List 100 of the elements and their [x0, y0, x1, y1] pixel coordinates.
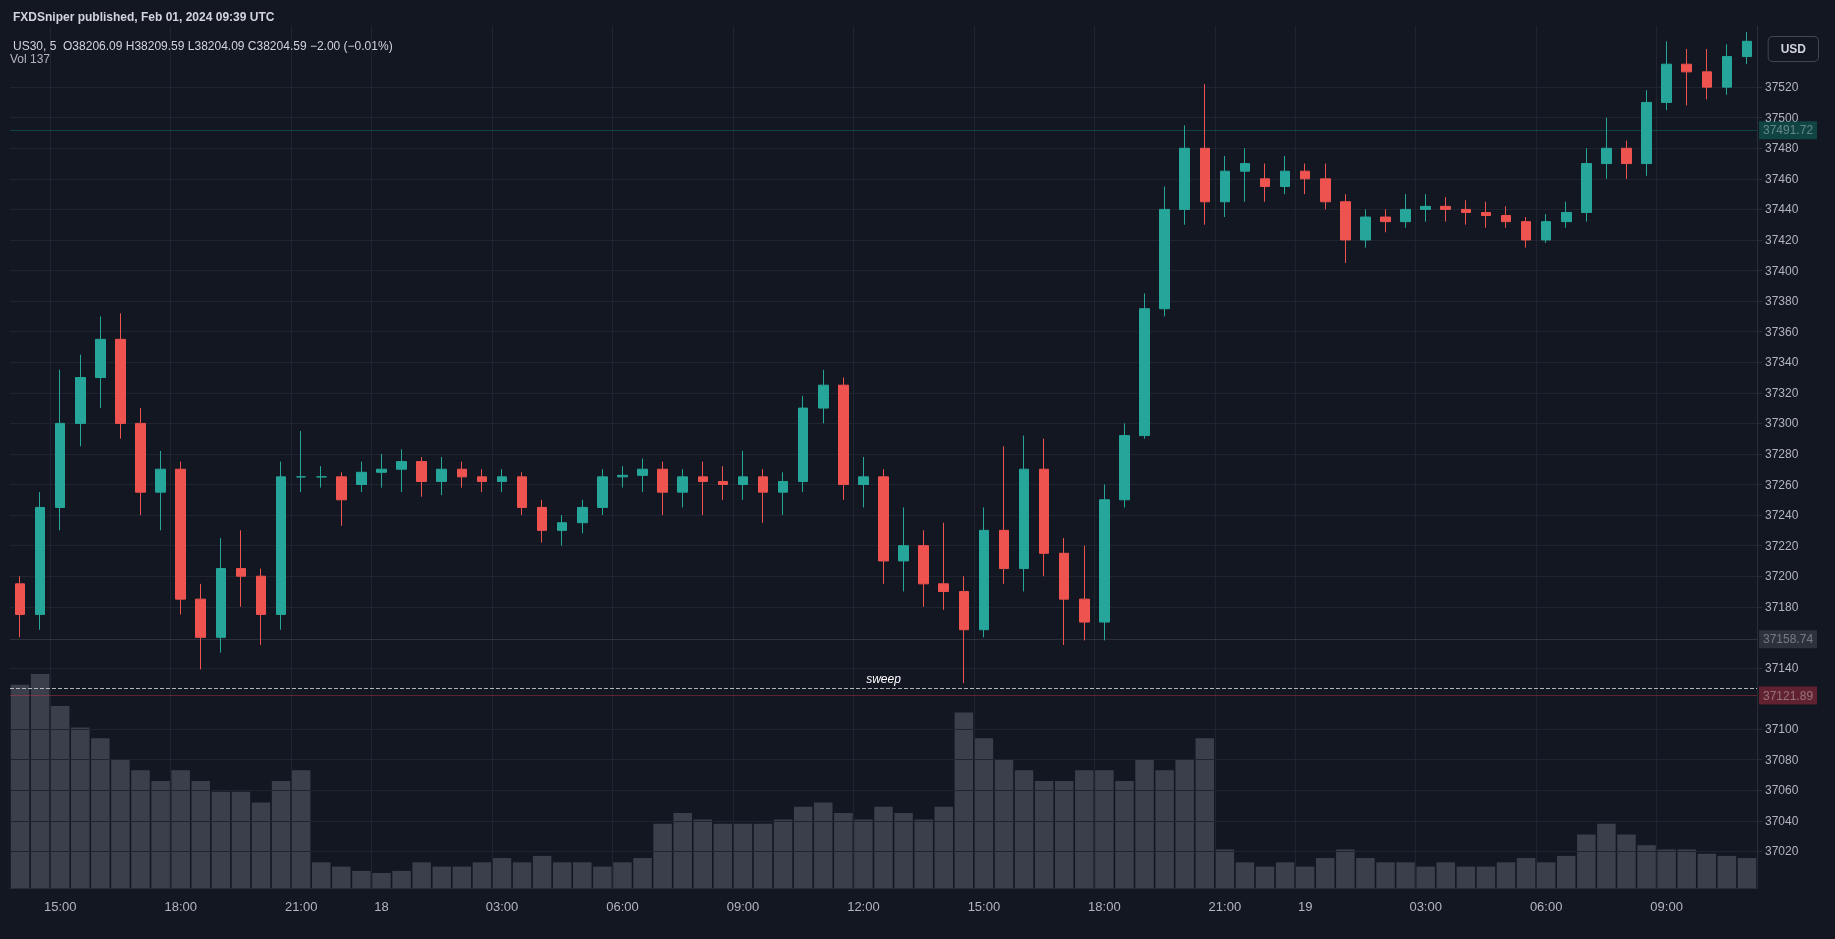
candlestick: [1059, 537, 1069, 646]
bar: [773, 819, 793, 888]
y-tick-label: 37420: [1765, 232, 1799, 247]
x-tick-label: 03:00: [1409, 899, 1442, 914]
candlestick: [858, 456, 869, 508]
bar: [131, 770, 150, 888]
x-tick-label: 03:00: [485, 899, 519, 914]
candlestick: [959, 575, 969, 684]
y-tick-label: 37520: [1765, 80, 1799, 95]
candlestick: [979, 506, 989, 638]
candlestick: [577, 499, 588, 534]
candlestick: [1280, 155, 1290, 195]
candlestick: [878, 468, 889, 585]
candlestick: [1360, 208, 1371, 249]
candlestick: [95, 315, 106, 409]
candlestick: [1019, 435, 1029, 592]
candlestick: [1661, 40, 1672, 111]
y-tick-label: 37060: [1765, 783, 1799, 798]
candlestick: [236, 529, 246, 608]
bar: [1557, 855, 1576, 888]
bar: [1536, 862, 1556, 888]
candlestick: [838, 377, 849, 501]
bar: [1637, 845, 1656, 888]
candlestick: [1240, 147, 1250, 203]
bar: [1376, 862, 1395, 888]
x-tick-label: 06:00: [606, 899, 639, 914]
bar: [332, 866, 351, 888]
bar: [171, 770, 190, 888]
bar: [1717, 855, 1737, 888]
candlestick: [1481, 201, 1491, 229]
y-tick-label: 37100: [1765, 722, 1799, 737]
candlestick: [1681, 48, 1692, 106]
candlestick: [1039, 438, 1049, 577]
bar: [211, 791, 231, 888]
candlestick: [1541, 213, 1551, 244]
bar: [1516, 858, 1536, 888]
bar: [1597, 823, 1616, 888]
bar: [1175, 759, 1194, 888]
x-tick-label: 06:00: [1529, 899, 1563, 914]
y-tick-label: 37080: [1765, 752, 1799, 767]
candlestick: [918, 529, 929, 608]
candlestick: [1380, 208, 1391, 233]
bar: [593, 866, 612, 888]
ref-line-label: sweep: [866, 671, 902, 686]
candlestick: [1119, 422, 1130, 508]
bar: [874, 806, 893, 888]
x-tick-label: 12:00: [847, 899, 880, 914]
candlestick: [1601, 117, 1612, 180]
bar: [50, 706, 70, 888]
candlestick: [1561, 201, 1572, 229]
candlestick: [1320, 163, 1331, 210]
bar: [994, 759, 1014, 888]
candlestick: [698, 461, 708, 516]
candlestick: [396, 448, 407, 493]
bar: [392, 870, 411, 888]
bar: [1215, 849, 1235, 888]
candlestick: [15, 575, 25, 638]
candlestick: [1420, 193, 1431, 223]
y-tick-label: 37380: [1765, 294, 1799, 309]
bar: [1155, 770, 1174, 888]
candlestick: [637, 458, 648, 493]
candlestick: [537, 499, 547, 544]
bar: [492, 858, 512, 888]
bar: [1075, 770, 1094, 888]
candlestick: [1079, 545, 1090, 641]
candlestick: [336, 471, 347, 527]
bar: [1034, 781, 1054, 888]
y-tick-label: 37180: [1765, 599, 1799, 614]
candlestick: [1340, 193, 1351, 264]
ref-line-label: 37158.74: [1763, 632, 1814, 647]
candlestick: [416, 456, 427, 498]
bar: [1617, 834, 1636, 888]
bar: [312, 862, 331, 888]
bar: [1195, 738, 1215, 888]
bar: [1456, 866, 1476, 888]
bar: [633, 858, 652, 888]
bar: [352, 870, 371, 888]
bar: [291, 770, 311, 888]
bar: [432, 866, 451, 888]
x-tick-label: 21:00: [284, 899, 318, 914]
bar: [693, 819, 713, 888]
bar: [1737, 858, 1757, 888]
bar: [1677, 849, 1696, 888]
x-tick-label: 19: [1297, 899, 1313, 914]
bar: [753, 823, 773, 888]
y-tick-label: 37360: [1765, 324, 1799, 339]
candlestick: [195, 583, 206, 670]
candlestick: [778, 471, 788, 516]
candlestick: [718, 465, 728, 501]
bar: [1336, 849, 1355, 888]
candlestick: [1099, 484, 1110, 641]
bar: [1697, 853, 1717, 888]
bar: [1356, 858, 1375, 888]
bar: [1577, 834, 1596, 888]
candlestick: [155, 450, 166, 531]
y-tick-label: 37460: [1765, 171, 1799, 186]
candlestick: [356, 461, 367, 493]
bar: [1476, 866, 1496, 888]
bar: [1095, 770, 1114, 888]
candlestick: [657, 461, 668, 516]
